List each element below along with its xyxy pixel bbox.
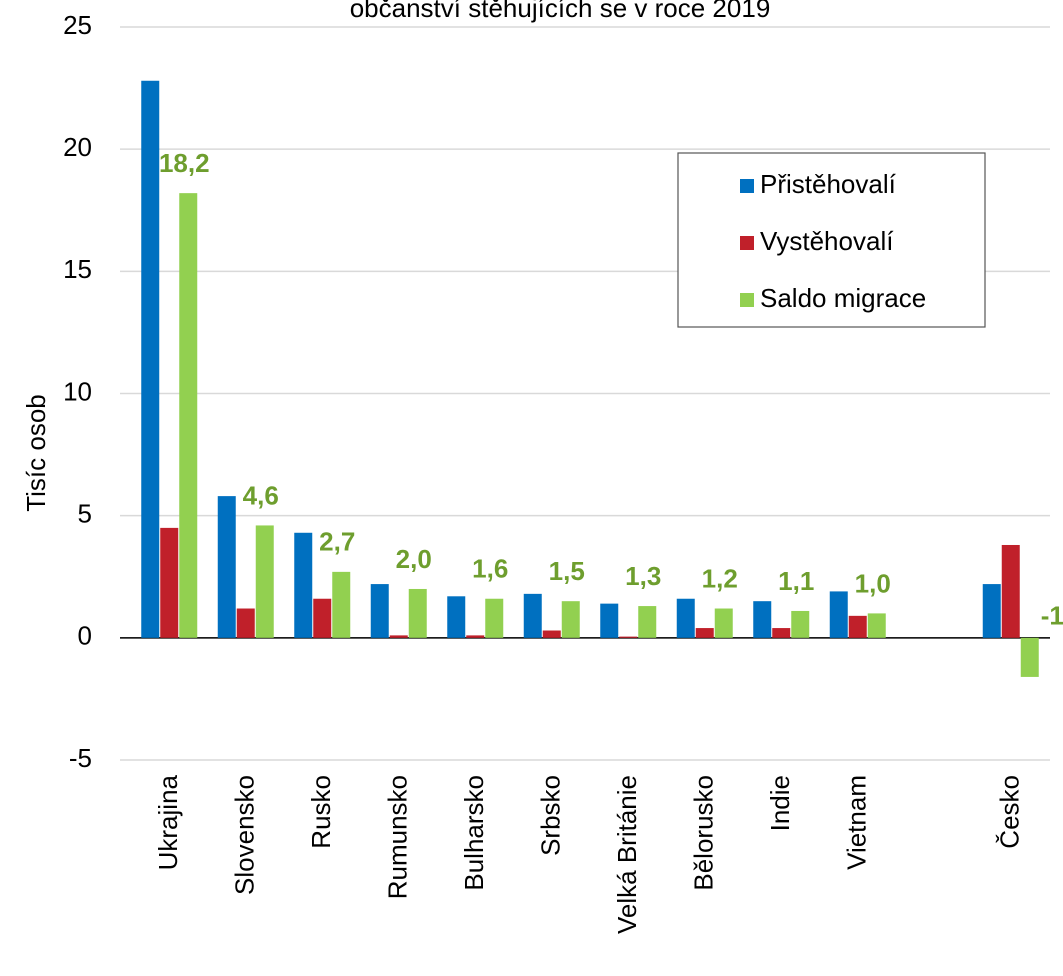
y-tick-label: 15: [63, 254, 92, 284]
bar: [332, 571, 351, 638]
bar: [1020, 637, 1039, 677]
x-tick-label: Srbsko: [536, 775, 566, 856]
x-tick-label: Vietnam: [842, 775, 872, 870]
y-tick-label: 25: [63, 10, 92, 40]
bar: [447, 596, 466, 638]
legend-label: Saldo migrace: [760, 283, 926, 313]
bar: [370, 584, 389, 638]
data-label: 1,6: [472, 554, 508, 584]
bar: [695, 628, 714, 638]
data-label: 1,5: [549, 556, 585, 586]
legend-box: [677, 152, 986, 328]
bar: [236, 608, 255, 638]
bar: [619, 636, 638, 638]
data-label: 1,0: [855, 568, 891, 598]
x-tick-label: Rusko: [306, 775, 336, 849]
bar: [141, 80, 160, 638]
data-label: 2,0: [396, 544, 432, 574]
x-tick-label: Velká Británie: [612, 775, 642, 934]
legend-label: Přistěhovalí: [760, 169, 897, 199]
data-label: 2,7: [319, 527, 355, 557]
bar: [848, 615, 867, 638]
bar: [313, 598, 332, 638]
x-tick-label: Rumunsko: [383, 775, 413, 899]
bar: [1001, 544, 1020, 638]
data-label: -1,6: [1041, 601, 1063, 631]
y-axis-label: Tisíc osob: [21, 394, 51, 512]
bar: [772, 628, 791, 638]
data-label: 18,2: [159, 148, 210, 178]
bar: [160, 527, 179, 638]
x-tick-label: Česko: [995, 775, 1025, 849]
y-tick-label: 0: [78, 621, 92, 651]
data-label: 1,2: [702, 563, 738, 593]
y-tick-label: 10: [63, 376, 92, 406]
bar: [408, 588, 427, 638]
bar: [867, 613, 886, 638]
y-tick-label: 5: [78, 499, 92, 529]
legend-swatch: [740, 236, 754, 250]
x-tick-label: Bulharsko: [459, 775, 489, 891]
legend-label: Vystěhovalí: [760, 226, 894, 256]
y-tick-label: -5: [69, 743, 92, 773]
bar: [829, 591, 848, 638]
legend-swatch: [740, 179, 754, 193]
bar: [600, 603, 619, 638]
bar: [179, 193, 198, 638]
bar: [676, 598, 695, 638]
data-label: 1,3: [625, 561, 661, 591]
x-tick-label: Bělorusko: [689, 775, 719, 891]
bar: [523, 593, 542, 638]
y-tick-label: 20: [63, 132, 92, 162]
data-label: 4,6: [243, 480, 279, 510]
bar: [638, 606, 657, 638]
chart-title: občanství stěhujících se v roce 2019: [350, 0, 771, 23]
x-tick-label: Ukrajina: [153, 774, 183, 870]
bar: [466, 635, 485, 638]
bar: [561, 601, 580, 638]
bar: [791, 610, 810, 638]
bar: [485, 598, 504, 638]
bar: [389, 635, 408, 638]
bar: [255, 525, 274, 638]
bar: [294, 532, 313, 638]
bar: [982, 584, 1001, 638]
bar: [542, 630, 561, 638]
x-tick-label: Indie: [765, 775, 795, 831]
bar: [753, 601, 772, 638]
bar: [217, 496, 236, 638]
legend-swatch: [740, 293, 754, 307]
x-tick-label: Slovensko: [230, 775, 260, 895]
bar: [714, 608, 733, 638]
data-label: 1,1: [778, 566, 814, 596]
